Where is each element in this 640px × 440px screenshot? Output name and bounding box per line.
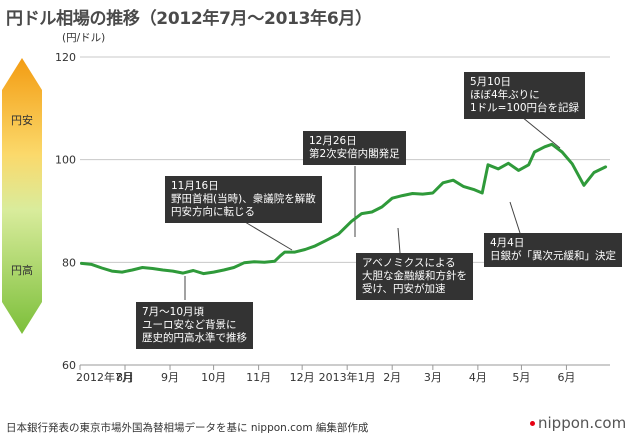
y-axis-unit-label: (円/ドル) [62,32,106,44]
annotation-pointer-line [244,221,293,251]
data-point [487,164,489,166]
data-point [151,267,154,270]
y-tick-label: 120 [55,51,76,64]
x-tick-label: 10月 [201,371,226,384]
source-note: 日本銀行発表の東京市場外国為替相場データを基に nippon.com 編集部作成 [6,422,369,434]
annotation-pointers [184,116,561,300]
data-point [80,262,83,265]
data-point [304,248,306,251]
annotation-dec26: 12月26日 第2次安倍内閣発足 [303,131,406,165]
y-tick-label: 80 [62,256,76,269]
yen-weak-label: 円安 [11,113,33,127]
y-tick-label: 100 [55,154,76,167]
x-tick-label: 2012年7月 [76,370,133,384]
data-point [141,266,144,269]
data-point [121,271,123,273]
data-point [350,220,353,223]
x-tick-label: 3月 [424,371,442,384]
x-tick-label: 2月 [383,371,401,384]
data-point [273,260,276,263]
data-point [391,197,393,199]
x-tick-label: 6月 [557,371,575,384]
data-point [497,168,499,170]
data-point [263,261,266,264]
annotation-abenomics: アベノミクスによる 大胆な金融緩和方針を 受け、円安が加速 [356,253,473,300]
data-point [452,179,454,181]
annotation-pointer-line [509,201,521,234]
data-points [80,143,607,275]
data-point [481,192,484,194]
data-point [111,270,113,272]
y-tick-labels: 60 80 100 120 [55,51,76,372]
annotation-pointer-line [521,116,561,149]
data-point [222,269,225,271]
data-point [381,206,383,208]
x-tick-label: 9月 [161,371,179,384]
data-point [131,269,134,271]
data-point [253,261,256,263]
data-point [472,188,475,191]
data-point [604,166,607,168]
data-point [533,151,536,153]
data-point [314,245,317,247]
annotation-apr4: 4月4日 日銀が「異次元緩和」決定 [484,233,622,267]
x-tick-label: 5月 [512,371,530,384]
data-point [182,272,184,274]
data-point [212,271,215,273]
x-tick-label: 4月 [469,371,487,384]
x-tick-label: 2013年1月 [319,370,376,384]
yen-scale-arrow [2,58,42,334]
data-point [279,254,282,257]
annotation-jul-oct: 7月～10月頃 ユーロ安など背景に 歴史的円高水準で推移 [136,302,253,349]
data-point [517,169,520,172]
data-point [421,193,424,195]
data-point [90,263,93,266]
yen-strong-label: 円高 [11,263,33,277]
data-point [411,192,414,195]
data-point [442,181,444,184]
data-point [432,192,434,194]
usd-jpy-series-line [80,142,608,276]
data-point [462,185,465,188]
chart-title: 円ドル相場の推移（2012年7月～2013年6月） [6,9,372,29]
data-point [593,171,595,174]
x-tick-label: 12月 [290,371,315,384]
data-point [583,184,585,187]
x-tick-label: 11月 [246,371,271,384]
data-point [172,270,174,272]
data-point [527,164,530,166]
data-point [360,212,363,215]
annotation-pointer-line [397,227,401,254]
annotation-may10: 5月10日 ほぼ4年ぶりに 1ドル=100円台を記録 [464,72,586,119]
data-point [571,162,574,165]
data-point [161,269,164,271]
data-point [202,272,205,275]
data-point [551,143,553,146]
data-point [371,211,373,213]
data-point [337,233,340,235]
data-point [283,251,286,253]
data-point [100,267,103,269]
data-point [543,146,546,148]
annotation-nov16: 11月16日 野田首相(当時)、衆議院を解散 円安方向に転じる [165,176,322,223]
data-point [507,162,510,165]
x-tick-label: 8月 [116,371,134,384]
data-point [294,251,296,253]
data-point [401,194,404,197]
y-tick-label: 60 [62,359,76,372]
data-point [233,266,235,269]
data-point [192,269,195,272]
brand-logo: nippon.com [530,414,626,432]
data-point [243,262,245,264]
data-point [324,239,327,242]
data-point [561,151,563,153]
